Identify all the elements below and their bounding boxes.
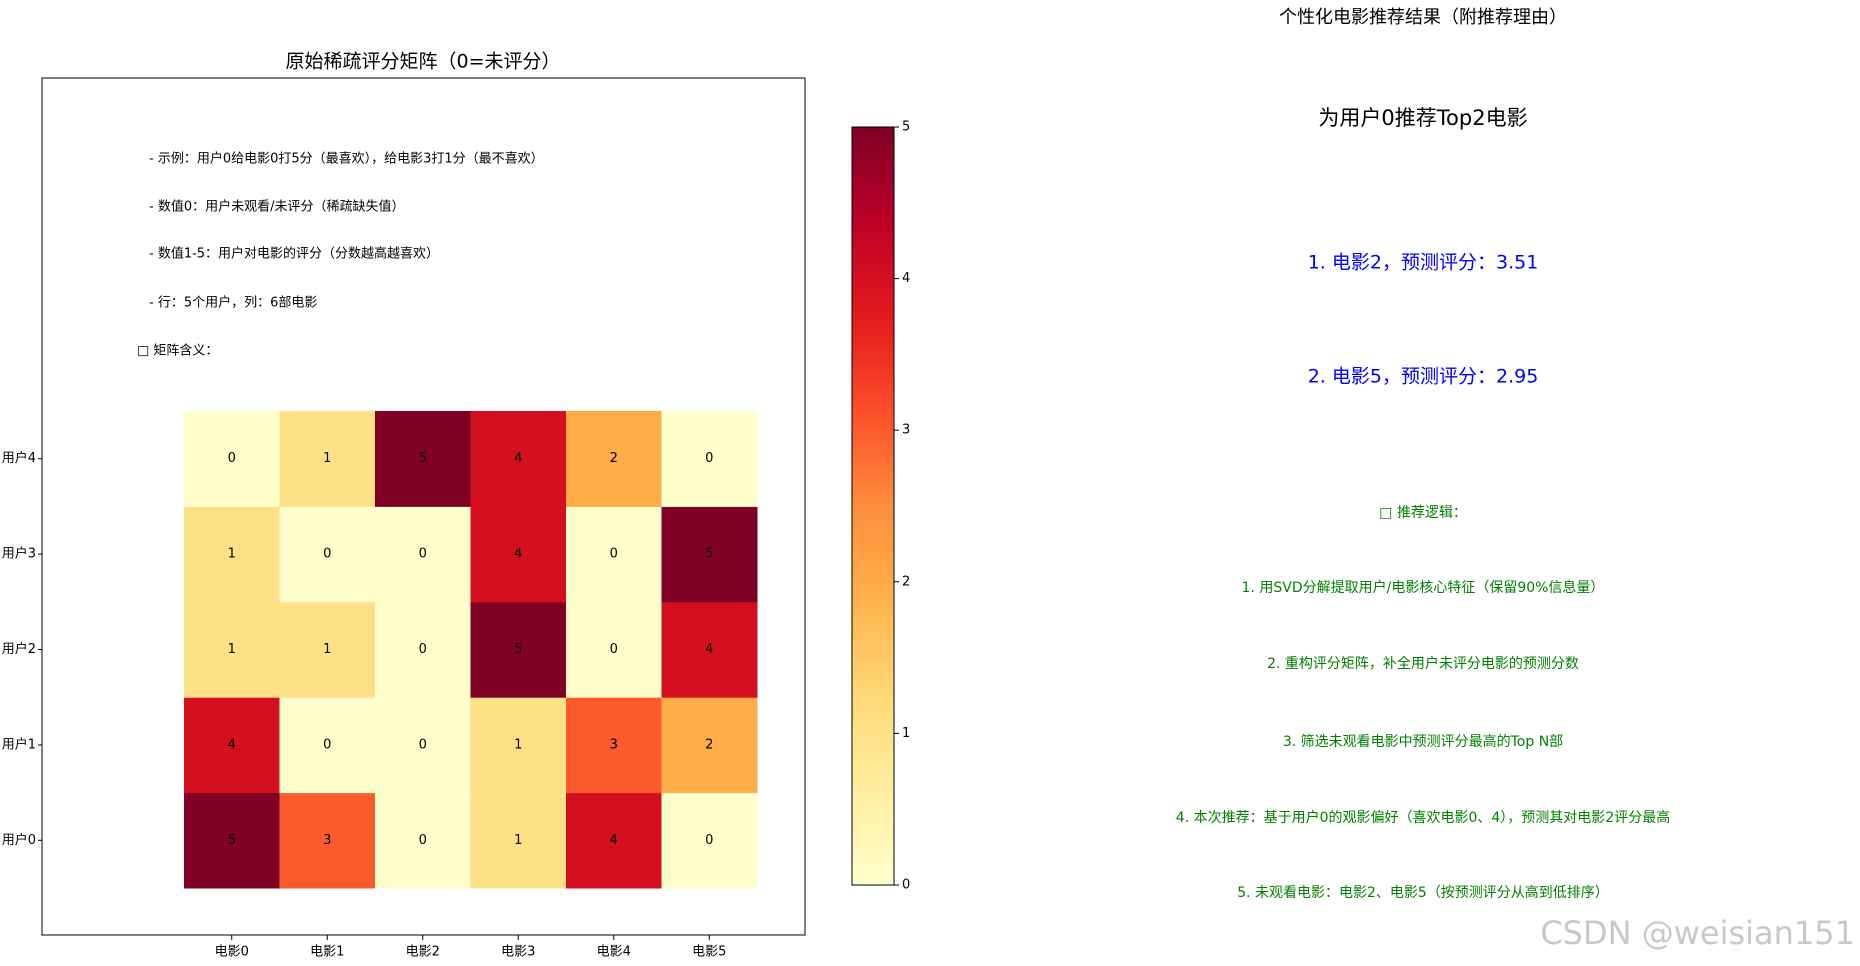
cell-label: 4 bbox=[610, 833, 618, 848]
cell-label: 0 bbox=[610, 547, 618, 562]
cell-label: 1 bbox=[514, 833, 522, 848]
chart-title: 原始稀疏评分矩阵（0=未评分） bbox=[285, 51, 560, 73]
cell-label: 0 bbox=[419, 737, 427, 752]
cell-label: 5 bbox=[419, 451, 427, 466]
y-tick-label: 用户3 bbox=[2, 546, 36, 562]
cell-label: 1 bbox=[323, 642, 331, 657]
heatmap-cell bbox=[661, 506, 758, 603]
cell-label: 2 bbox=[705, 737, 713, 752]
panel-title: 个性化电影推荐结果（附推荐理由） bbox=[1279, 7, 1567, 28]
cell-label: 4 bbox=[514, 547, 522, 562]
cell-label: 0 bbox=[705, 833, 713, 848]
heatmap-cell bbox=[375, 697, 471, 794]
cell-label: 2 bbox=[610, 451, 618, 466]
cell-label: 3 bbox=[323, 833, 331, 848]
y-tick-label: 用户2 bbox=[2, 641, 36, 657]
heatmap-cell bbox=[184, 601, 280, 698]
heatmap-cell bbox=[661, 792, 758, 889]
colorbar bbox=[851, 126, 895, 886]
cell-label: 0 bbox=[228, 451, 236, 466]
logic-line: 2. 重构评分矩阵，补全用户未评分电影的预测分数 bbox=[1267, 655, 1579, 672]
colorbar-tick-label: 2 bbox=[902, 574, 910, 589]
x-tick-label: 电影3 bbox=[501, 945, 535, 960]
x-tick-label: 电影4 bbox=[597, 945, 631, 960]
heatmap-cell bbox=[375, 506, 471, 603]
x-tick-label: 电影0 bbox=[215, 945, 249, 960]
heatmap-cell bbox=[661, 697, 758, 794]
cell-label: 5 bbox=[228, 833, 236, 848]
cell-label: 0 bbox=[610, 642, 618, 657]
watermark: CSDN @weisian151 bbox=[1540, 914, 1855, 952]
heatmap-cell bbox=[566, 506, 662, 603]
heatmap-cell bbox=[470, 411, 567, 507]
cell-label: 0 bbox=[323, 737, 331, 752]
logic-line: 1. 用SVD分解提取用户/电影核心特征（保留90%信息量） bbox=[1242, 579, 1605, 596]
logic-heading: □ 推荐逻辑： bbox=[1379, 505, 1467, 521]
heatmap-cell bbox=[375, 411, 471, 507]
colorbar-tick-label: 0 bbox=[902, 878, 910, 893]
heatmap-cell bbox=[375, 601, 471, 698]
heatmap-cell bbox=[470, 792, 567, 889]
cell-label: 4 bbox=[705, 642, 713, 657]
heatmap-cell bbox=[661, 411, 758, 507]
heatmap-cell bbox=[470, 697, 567, 794]
cell-label: 1 bbox=[514, 737, 522, 752]
heatmap-cell bbox=[184, 506, 280, 603]
cell-label: 3 bbox=[610, 737, 618, 752]
cell-label: 1 bbox=[228, 547, 236, 562]
cell-label: 4 bbox=[514, 451, 522, 466]
x-tick-label: 电影2 bbox=[406, 945, 440, 960]
logic-line: 3. 筛选未观看电影中预测评分最高的Top N部 bbox=[1283, 733, 1563, 750]
cell-label: 0 bbox=[705, 451, 713, 466]
colorbar-tick-label: 1 bbox=[902, 726, 910, 741]
x-tick-label: 电影5 bbox=[692, 945, 726, 960]
heatmap-cell bbox=[184, 411, 280, 507]
logic-line: 4. 本次推荐：基于用户0的观影偏好（喜欢电影0、4），预测其对电影2评分最高 bbox=[1176, 809, 1670, 826]
heatmap-cell bbox=[566, 411, 662, 507]
annotation: □ 矩阵含义： bbox=[137, 343, 218, 359]
heatmap-cell bbox=[566, 697, 662, 794]
cell-label: 0 bbox=[323, 547, 331, 562]
y-tick-label: 用户1 bbox=[2, 736, 36, 752]
cell-label: 1 bbox=[228, 642, 236, 657]
annotation: - 数值0：用户未观看/未评分（稀疏缺失值） bbox=[149, 199, 404, 215]
heatmap-cell bbox=[470, 506, 567, 603]
heatmap-cell bbox=[470, 601, 567, 698]
cell-label: 5 bbox=[705, 547, 713, 562]
annotation: - 数值1-5：用户对电影的评分（分数越高越喜欢） bbox=[149, 246, 439, 262]
heatmap-cell bbox=[279, 601, 376, 698]
cell-label: 5 bbox=[514, 642, 522, 657]
heatmap-cell bbox=[184, 792, 280, 889]
y-tick-label: 用户4 bbox=[2, 450, 36, 466]
annotation: - 行：5个用户，列：6部电影 bbox=[149, 295, 317, 311]
heatmap-cell bbox=[375, 792, 471, 889]
heatmap-cell bbox=[184, 697, 280, 794]
axes-frame bbox=[41, 77, 806, 936]
recommendation: 2. 电影5，预测评分：2.95 bbox=[1308, 366, 1539, 388]
heatmap-cell bbox=[279, 506, 376, 603]
heatmap-cell bbox=[566, 792, 662, 889]
x-tick-label: 电影1 bbox=[310, 945, 344, 960]
panel-heading: 为用户0推荐Top2电影 bbox=[1318, 106, 1527, 130]
cell-label: 0 bbox=[419, 547, 427, 562]
heatmap-cell bbox=[279, 697, 376, 794]
heatmap-cell bbox=[279, 411, 376, 507]
cell-label: 4 bbox=[228, 737, 236, 752]
heatmap-cell bbox=[279, 792, 376, 889]
annotation: - 示例：用户0给电影0打5分（最喜欢），给电影3打1分（最不喜欢） bbox=[149, 151, 544, 167]
cell-label: 0 bbox=[419, 833, 427, 848]
cell-label: 1 bbox=[323, 451, 331, 466]
colorbar-tick-label: 4 bbox=[902, 271, 910, 286]
heatmap-cell bbox=[661, 601, 758, 698]
colorbar-tick-label: 5 bbox=[902, 120, 910, 135]
cell-label: 0 bbox=[419, 642, 427, 657]
recommendation: 1. 电影2，预测评分：3.51 bbox=[1308, 252, 1539, 274]
logic-line: 5. 未观看电影：电影2、电影5（按预测评分从高到低排序） bbox=[1237, 884, 1609, 901]
heatmap-cell bbox=[566, 601, 662, 698]
y-tick-label: 用户0 bbox=[2, 832, 36, 848]
colorbar-tick-label: 3 bbox=[902, 423, 910, 438]
